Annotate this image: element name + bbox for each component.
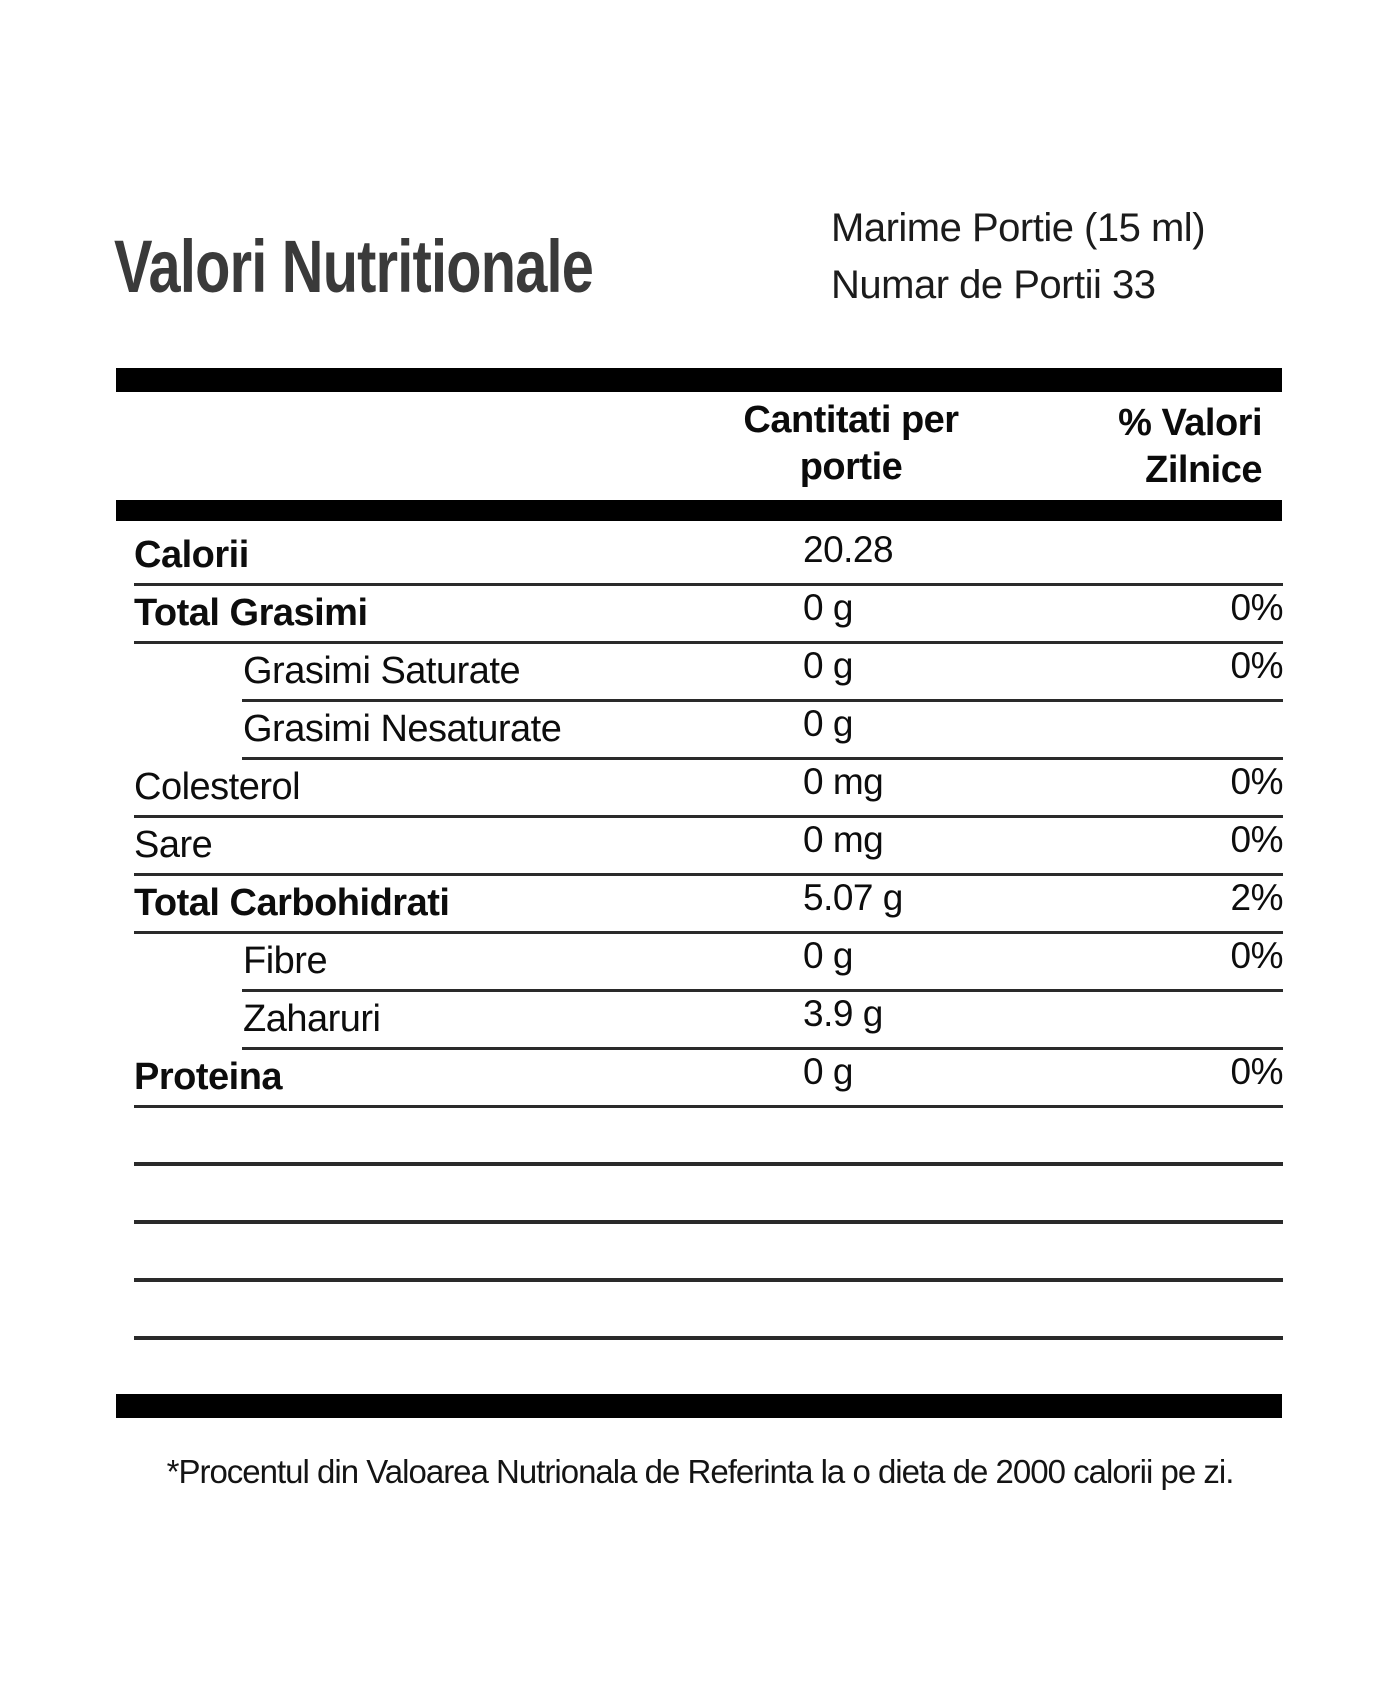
header-divider-bar [116, 500, 1282, 521]
nutrient-daily-value: 0% [1230, 1051, 1284, 1092]
nutrient-label: Grasimi Nesaturate [243, 708, 562, 750]
row-divider-line [134, 873, 1283, 876]
nutrient-value: 20.28 [803, 529, 894, 570]
nutrient-value: 0 mg [803, 761, 884, 802]
nutrient-label: Total Grasimi [134, 592, 368, 634]
nutrient-row: Total Grasimi 0 g 0% [116, 586, 1284, 644]
nutrient-row: Fibre 0 g 0% [116, 934, 1284, 992]
nutrient-row: Grasimi Saturate 0 g 0% [116, 644, 1284, 702]
empty-row [116, 1224, 1283, 1282]
bottom-divider-bar [116, 1394, 1282, 1418]
dv-header-line2: Zilnice [1145, 449, 1262, 491]
nutrient-row: Colesterol 0 mg 0% [116, 760, 1284, 818]
row-divider-line [134, 931, 1283, 934]
top-divider-bar [116, 368, 1282, 392]
label-title: Valori Nutritionale [114, 225, 594, 308]
servings-per-container: Numar de Portii 33 [831, 263, 1156, 307]
nutrient-value: 0 g [803, 587, 853, 628]
row-divider-line [134, 1220, 1283, 1224]
nutrient-daily-value: 0% [1230, 819, 1284, 860]
nutrient-daily-value: 0% [1230, 587, 1284, 628]
row-divider-line [134, 1336, 1283, 1340]
dv-header-line1: % Valori [1118, 402, 1262, 444]
nutrient-row: Total Carbohidrati 5.07 g 2% [116, 876, 1284, 934]
nutrient-label: Calorii [134, 534, 249, 576]
nutrient-label: Total Carbohidrati [134, 882, 450, 924]
daily-value-header: % Valori Zilnice [962, 400, 1262, 494]
row-divider-line [134, 583, 1283, 586]
nutrient-label: Sare [134, 824, 213, 866]
nutrient-label: Proteina [134, 1056, 283, 1098]
nutrient-label: Fibre [243, 940, 328, 982]
row-divider-line [134, 1105, 1283, 1108]
nutrient-value: 0 g [803, 645, 853, 686]
nutrient-row: Grasimi Nesaturate 0 g [116, 702, 1283, 760]
row-divider-line [242, 1047, 1283, 1050]
nutrient-daily-value: 0% [1230, 761, 1284, 802]
nutrient-row: Zaharuri 3.9 g [116, 992, 1283, 1050]
nutrient-row: Proteina 0 g 0% [116, 1050, 1284, 1108]
serving-size: Marime Portie (15 ml) [831, 206, 1206, 250]
row-divider-line [242, 699, 1283, 702]
row-divider-line [134, 1162, 1283, 1166]
amount-per-serving-header: Cantitati per portie [636, 397, 1066, 491]
nutrient-daily-value: 0% [1230, 645, 1284, 686]
nutrient-label: Colesterol [134, 766, 301, 808]
row-divider-line [134, 641, 1283, 644]
nutrient-table: Calorii 20.28 Total Grasimi 0 g 0% Grasi… [116, 522, 1284, 1340]
nutrient-value: 0 g [803, 1051, 853, 1092]
nutrient-value: 0 g [803, 935, 853, 976]
row-divider-line [242, 757, 1283, 760]
nutrient-value: 0 g [803, 703, 853, 744]
nutrient-row: Sare 0 mg 0% [116, 818, 1284, 876]
serving-info: Marime Portie (15 ml) Numar de Portii 33 [831, 200, 1206, 314]
nutrient-label: Grasimi Saturate [243, 650, 521, 692]
nutrient-value: 5.07 g [803, 877, 903, 918]
nutrient-value: 3.9 g [803, 993, 883, 1034]
nutrient-daily-value: 2% [1230, 877, 1284, 918]
empty-row [116, 1282, 1283, 1340]
row-divider-line [242, 989, 1283, 992]
amount-header-line2: portie [799, 446, 903, 488]
daily-value-footnote: *Procentul din Valoarea Nutrionala de Re… [166, 1453, 1235, 1490]
nutrient-value: 0 mg [803, 819, 884, 860]
row-divider-line [134, 1278, 1283, 1282]
amount-header-line1: Cantitati per [743, 399, 959, 441]
nutrient-row: Calorii 20.28 [116, 522, 1283, 586]
empty-row [116, 1108, 1283, 1166]
row-divider-line [134, 815, 1283, 818]
nutrient-label: Zaharuri [243, 998, 381, 1040]
empty-row [116, 1166, 1283, 1224]
nutrient-daily-value: 0% [1230, 935, 1284, 976]
